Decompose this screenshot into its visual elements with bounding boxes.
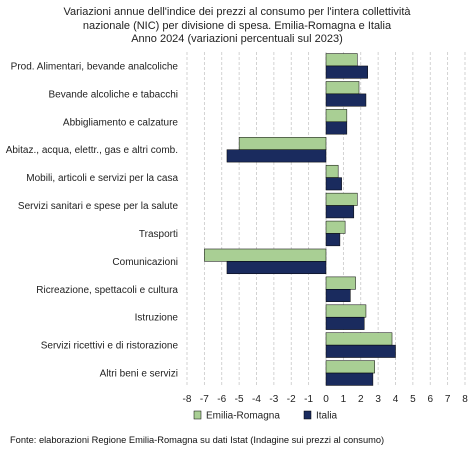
- x-tick-label: 1: [341, 394, 347, 405]
- x-tick-label: -7: [200, 394, 209, 405]
- chart-title-line-2: nazionale (NIC) per divisione di spesa. …: [82, 19, 392, 32]
- bar-italia: [325, 372, 374, 386]
- x-tick-label: -1: [304, 394, 313, 405]
- x-tick-label: 4: [393, 394, 399, 405]
- bar-italia: [325, 93, 367, 107]
- bar-italia: [226, 261, 327, 275]
- bars: [204, 53, 396, 386]
- bar-emilia-romagna: [204, 248, 327, 262]
- bar-italia: [325, 316, 365, 330]
- bar-italia: [325, 205, 355, 219]
- category-label: Abbigliamento e calzature: [63, 117, 179, 128]
- bar-emilia-romagna: [238, 137, 327, 150]
- x-tick-label: -8: [183, 394, 192, 405]
- x-tick-label: 5: [410, 394, 416, 405]
- bar-emilia-romagna: [325, 109, 348, 123]
- category-label: Servizi sanitari e spese per la salute: [18, 201, 179, 212]
- x-tick-label: -2: [287, 394, 296, 405]
- category-label: Abitaz., acqua, elettr., gas e altri com…: [6, 145, 178, 156]
- category-label: Bevande alcoliche e tabacchi: [48, 89, 178, 100]
- bar-emilia-romagna: [325, 220, 346, 234]
- chart-title-line-1: Variazioni annue dell'indice dei prezzi …: [63, 6, 411, 18]
- bar-emilia-romagna: [325, 304, 367, 318]
- x-tick-label: 2: [358, 394, 364, 405]
- bar-italia: [325, 344, 396, 358]
- category-label: Ricreazione, spettacoli e cultura: [36, 285, 178, 296]
- bar-emilia-romagna: [325, 276, 356, 290]
- bar-emilia-romagna: [325, 164, 339, 178]
- legend-swatch: [193, 410, 202, 420]
- bar-emilia-romagna: [325, 360, 375, 374]
- category-label: Comunicazioni: [112, 257, 178, 268]
- x-tick-label: -5: [235, 394, 244, 405]
- gridlines: [186, 52, 466, 387]
- source-note: Fonte: elaborazioni Regione Emilia-Romag…: [10, 435, 385, 445]
- x-tick-label: -4: [252, 394, 261, 405]
- x-tick-label: -6: [217, 394, 226, 405]
- bar-italia: [325, 289, 351, 302]
- bar-emilia-romagna: [325, 192, 358, 206]
- bar-emilia-romagna: [325, 332, 393, 346]
- bar-italia: [325, 65, 368, 79]
- legend-label: Emilia-Romagna: [206, 411, 280, 422]
- bar-italia: [325, 121, 348, 135]
- x-tick-label: 0: [323, 394, 329, 405]
- x-tick-labels: -8 -7 -6 -5 -4 -3 -2 -1 0 1 2 3 4 5 6 7 8: [183, 394, 469, 405]
- x-tick-label: -3: [269, 394, 278, 405]
- bar-emilia-romagna: [325, 81, 360, 95]
- x-tick-label: 6: [427, 394, 433, 405]
- bar-italia: [226, 149, 327, 163]
- x-tick-label: 8: [462, 394, 468, 405]
- category-label: Servizi ricettivi e di ristorazione: [41, 341, 179, 352]
- chart-title-line-3: Anno 2024 (variazioni percentuali sul 20…: [131, 33, 343, 45]
- bar-emilia-romagna: [325, 53, 358, 67]
- category-label: Mobili, articoli e servizi per la casa: [26, 173, 178, 184]
- x-tick-label: 3: [375, 394, 381, 405]
- category-label: Istruzione: [135, 313, 179, 324]
- category-label: Trasporti: [139, 229, 178, 240]
- category-label: Prod. Alimentari, bevande analcoliche: [11, 61, 179, 72]
- x-tick-label: 7: [445, 394, 451, 405]
- category-label: Altri beni e servizi: [100, 369, 178, 380]
- legend-swatch: [303, 410, 312, 420]
- chart-title: Variazioni annue dell'indice dei prezzi …: [0, 6, 474, 47]
- bar-italia: [325, 233, 341, 247]
- bar-italia: [325, 177, 342, 191]
- legend: Emilia-Romagna Italia: [193, 410, 338, 422]
- legend-label: Italia: [316, 411, 338, 422]
- category-labels: Prod. Alimentari, bevande analcoliche Bev…: [6, 61, 179, 379]
